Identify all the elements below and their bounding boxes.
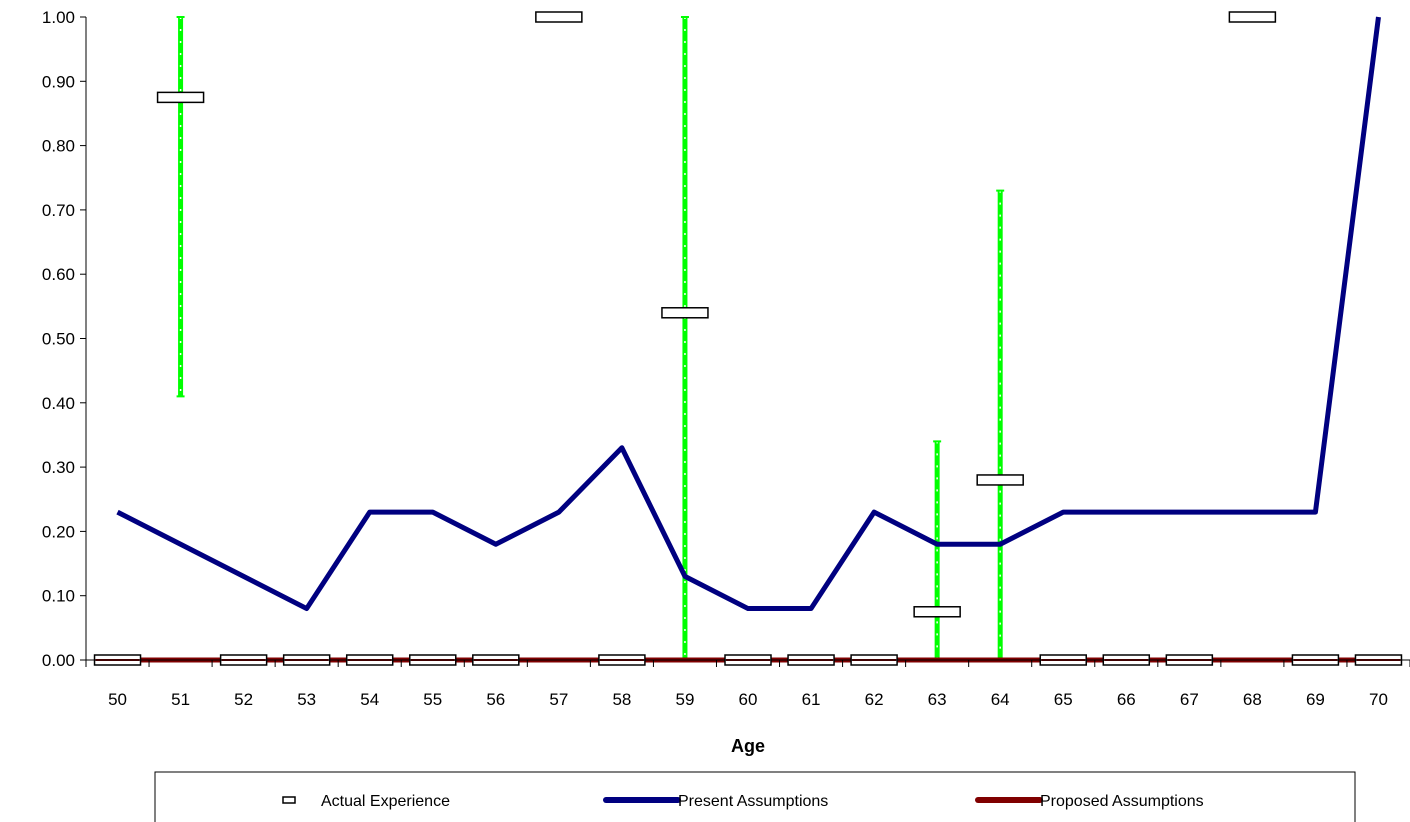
plot-area	[93, 11, 1403, 666]
y-tick-label: 0.40	[42, 394, 75, 413]
x-axis: 50 51 52 53 54 55 56 57 58 59 60 61 62 63 64 65 66 67 68 69…	[85, 659, 1410, 709]
actual-experience-point	[535, 11, 583, 23]
y-axis: 0.00 0.10 0.20 0.30 0.40 0.50 0.60 0.70 0.80 0.90…	[42, 8, 87, 670]
legend-item-present-assumptions: Present Assumptions	[603, 793, 828, 810]
y-tick-label: 0.20	[42, 522, 75, 541]
error-bar	[176, 16, 185, 398]
actual-experience-point	[976, 474, 1024, 486]
y-tick-label: 0.00	[42, 651, 75, 670]
actual-experience-point	[1228, 11, 1277, 23]
x-tick-label: 57	[549, 690, 568, 709]
actual-experience-point	[156, 91, 205, 104]
x-tick-label: 61	[802, 690, 821, 709]
series-line-present-assumptions	[116, 16, 1381, 612]
y-tick-label: 0.60	[42, 265, 75, 284]
y-tick-label: 0.90	[42, 72, 75, 91]
legend-label-present-assumptions: Present Assumptions	[678, 793, 828, 810]
legend-box-marker-icon	[282, 796, 296, 804]
x-axis-title: Age	[731, 736, 765, 756]
y-tick-label: 0.50	[42, 330, 75, 349]
x-tick-label: 59	[675, 690, 694, 709]
x-tick-label: 68	[1243, 690, 1262, 709]
x-tick-label: 55	[423, 690, 442, 709]
x-tick-label: 51	[171, 690, 190, 709]
actual-experience-point	[661, 307, 709, 319]
y-tick-label: 0.30	[42, 458, 75, 477]
legend-label-proposed-assumptions: Proposed Assumptions	[1040, 793, 1204, 810]
x-tick-label: 70	[1369, 690, 1388, 709]
y-tick-label: 0.70	[42, 201, 75, 220]
x-tick-label: 52	[234, 690, 253, 709]
x-tick-label: 62	[865, 690, 884, 709]
legend: Actual Experience Present Assumptions Pr…	[154, 771, 1356, 822]
x-tick-label: 60	[739, 690, 758, 709]
legend-box	[154, 771, 1356, 822]
x-tick-label: 64	[991, 690, 1010, 709]
x-tick-label: 65	[1054, 690, 1073, 709]
x-tick-label: 53	[297, 690, 316, 709]
x-tick-label: 58	[612, 690, 631, 709]
x-tick-label: 54	[360, 690, 379, 709]
x-tick-label: 50	[108, 690, 127, 709]
y-tick-label: 0.80	[42, 137, 75, 156]
x-tick-label: 56	[486, 690, 505, 709]
error-bar	[996, 189, 1005, 661]
x-tick-label: 63	[928, 690, 947, 709]
error-bar	[680, 16, 689, 661]
x-tick-label: 67	[1180, 690, 1199, 709]
x-tick-label: 66	[1117, 690, 1136, 709]
legend-label-actual-experience: Actual Experience	[321, 793, 450, 810]
y-tick-label: 0.10	[42, 587, 75, 606]
y-tick-label: 1.00	[42, 8, 75, 27]
x-tick-label: 69	[1306, 690, 1325, 709]
error-bar	[933, 440, 942, 661]
legend-item-actual-experience: Actual Experience	[282, 793, 450, 810]
actual-experience-point	[913, 606, 961, 618]
legend-item-proposed-assumptions: Proposed Assumptions	[975, 793, 1204, 810]
